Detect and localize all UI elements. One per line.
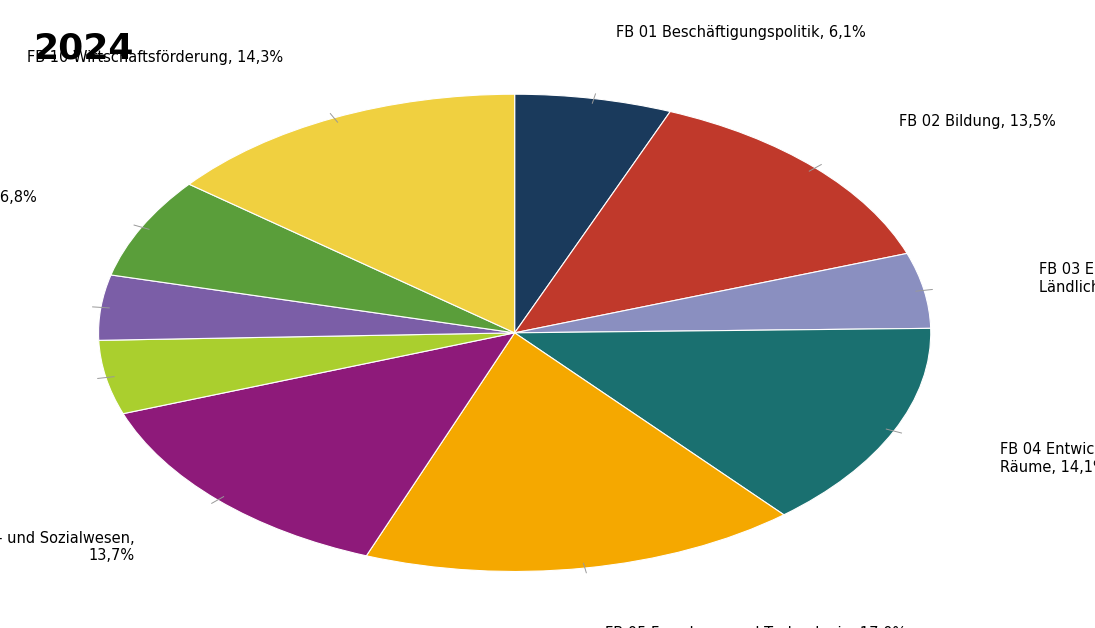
Wedge shape bbox=[99, 333, 515, 414]
Text: FB 02 Bildung, 13,5%: FB 02 Bildung, 13,5% bbox=[899, 114, 1057, 129]
Wedge shape bbox=[515, 254, 931, 333]
Wedge shape bbox=[515, 112, 907, 333]
Text: FB 10 Wirtschaftsförderung, 14,3%: FB 10 Wirtschaftsförderung, 14,3% bbox=[27, 50, 284, 65]
Text: FB 05 Forschung und Technologie, 17,0%: FB 05 Forschung und Technologie, 17,0% bbox=[604, 626, 906, 628]
Wedge shape bbox=[515, 328, 931, 515]
Wedge shape bbox=[189, 94, 515, 333]
Text: 2024: 2024 bbox=[33, 31, 134, 65]
Text: FB 09 Verkehr, 6,8%: FB 09 Verkehr, 6,8% bbox=[0, 190, 37, 205]
Wedge shape bbox=[367, 333, 784, 571]
Wedge shape bbox=[111, 184, 515, 333]
Text: FB 04 Entwicklung städtischer
Räume, 14,1%: FB 04 Entwicklung städtischer Räume, 14,… bbox=[1000, 442, 1095, 475]
Text: FB 06 Gesundheits- und Sozialwesen,
13,7%: FB 06 Gesundheits- und Sozialwesen, 13,7… bbox=[0, 531, 135, 563]
Wedge shape bbox=[99, 275, 515, 340]
Wedge shape bbox=[123, 333, 515, 556]
Text: FB 01 Beschäftigungspolitik, 6,1%: FB 01 Beschäftigungspolitik, 6,1% bbox=[616, 26, 866, 40]
Text: FB 03 Entwicklung des
Ländlichen Raumes, 5,1%: FB 03 Entwicklung des Ländlichen Raumes,… bbox=[1039, 263, 1095, 295]
Wedge shape bbox=[515, 94, 670, 333]
